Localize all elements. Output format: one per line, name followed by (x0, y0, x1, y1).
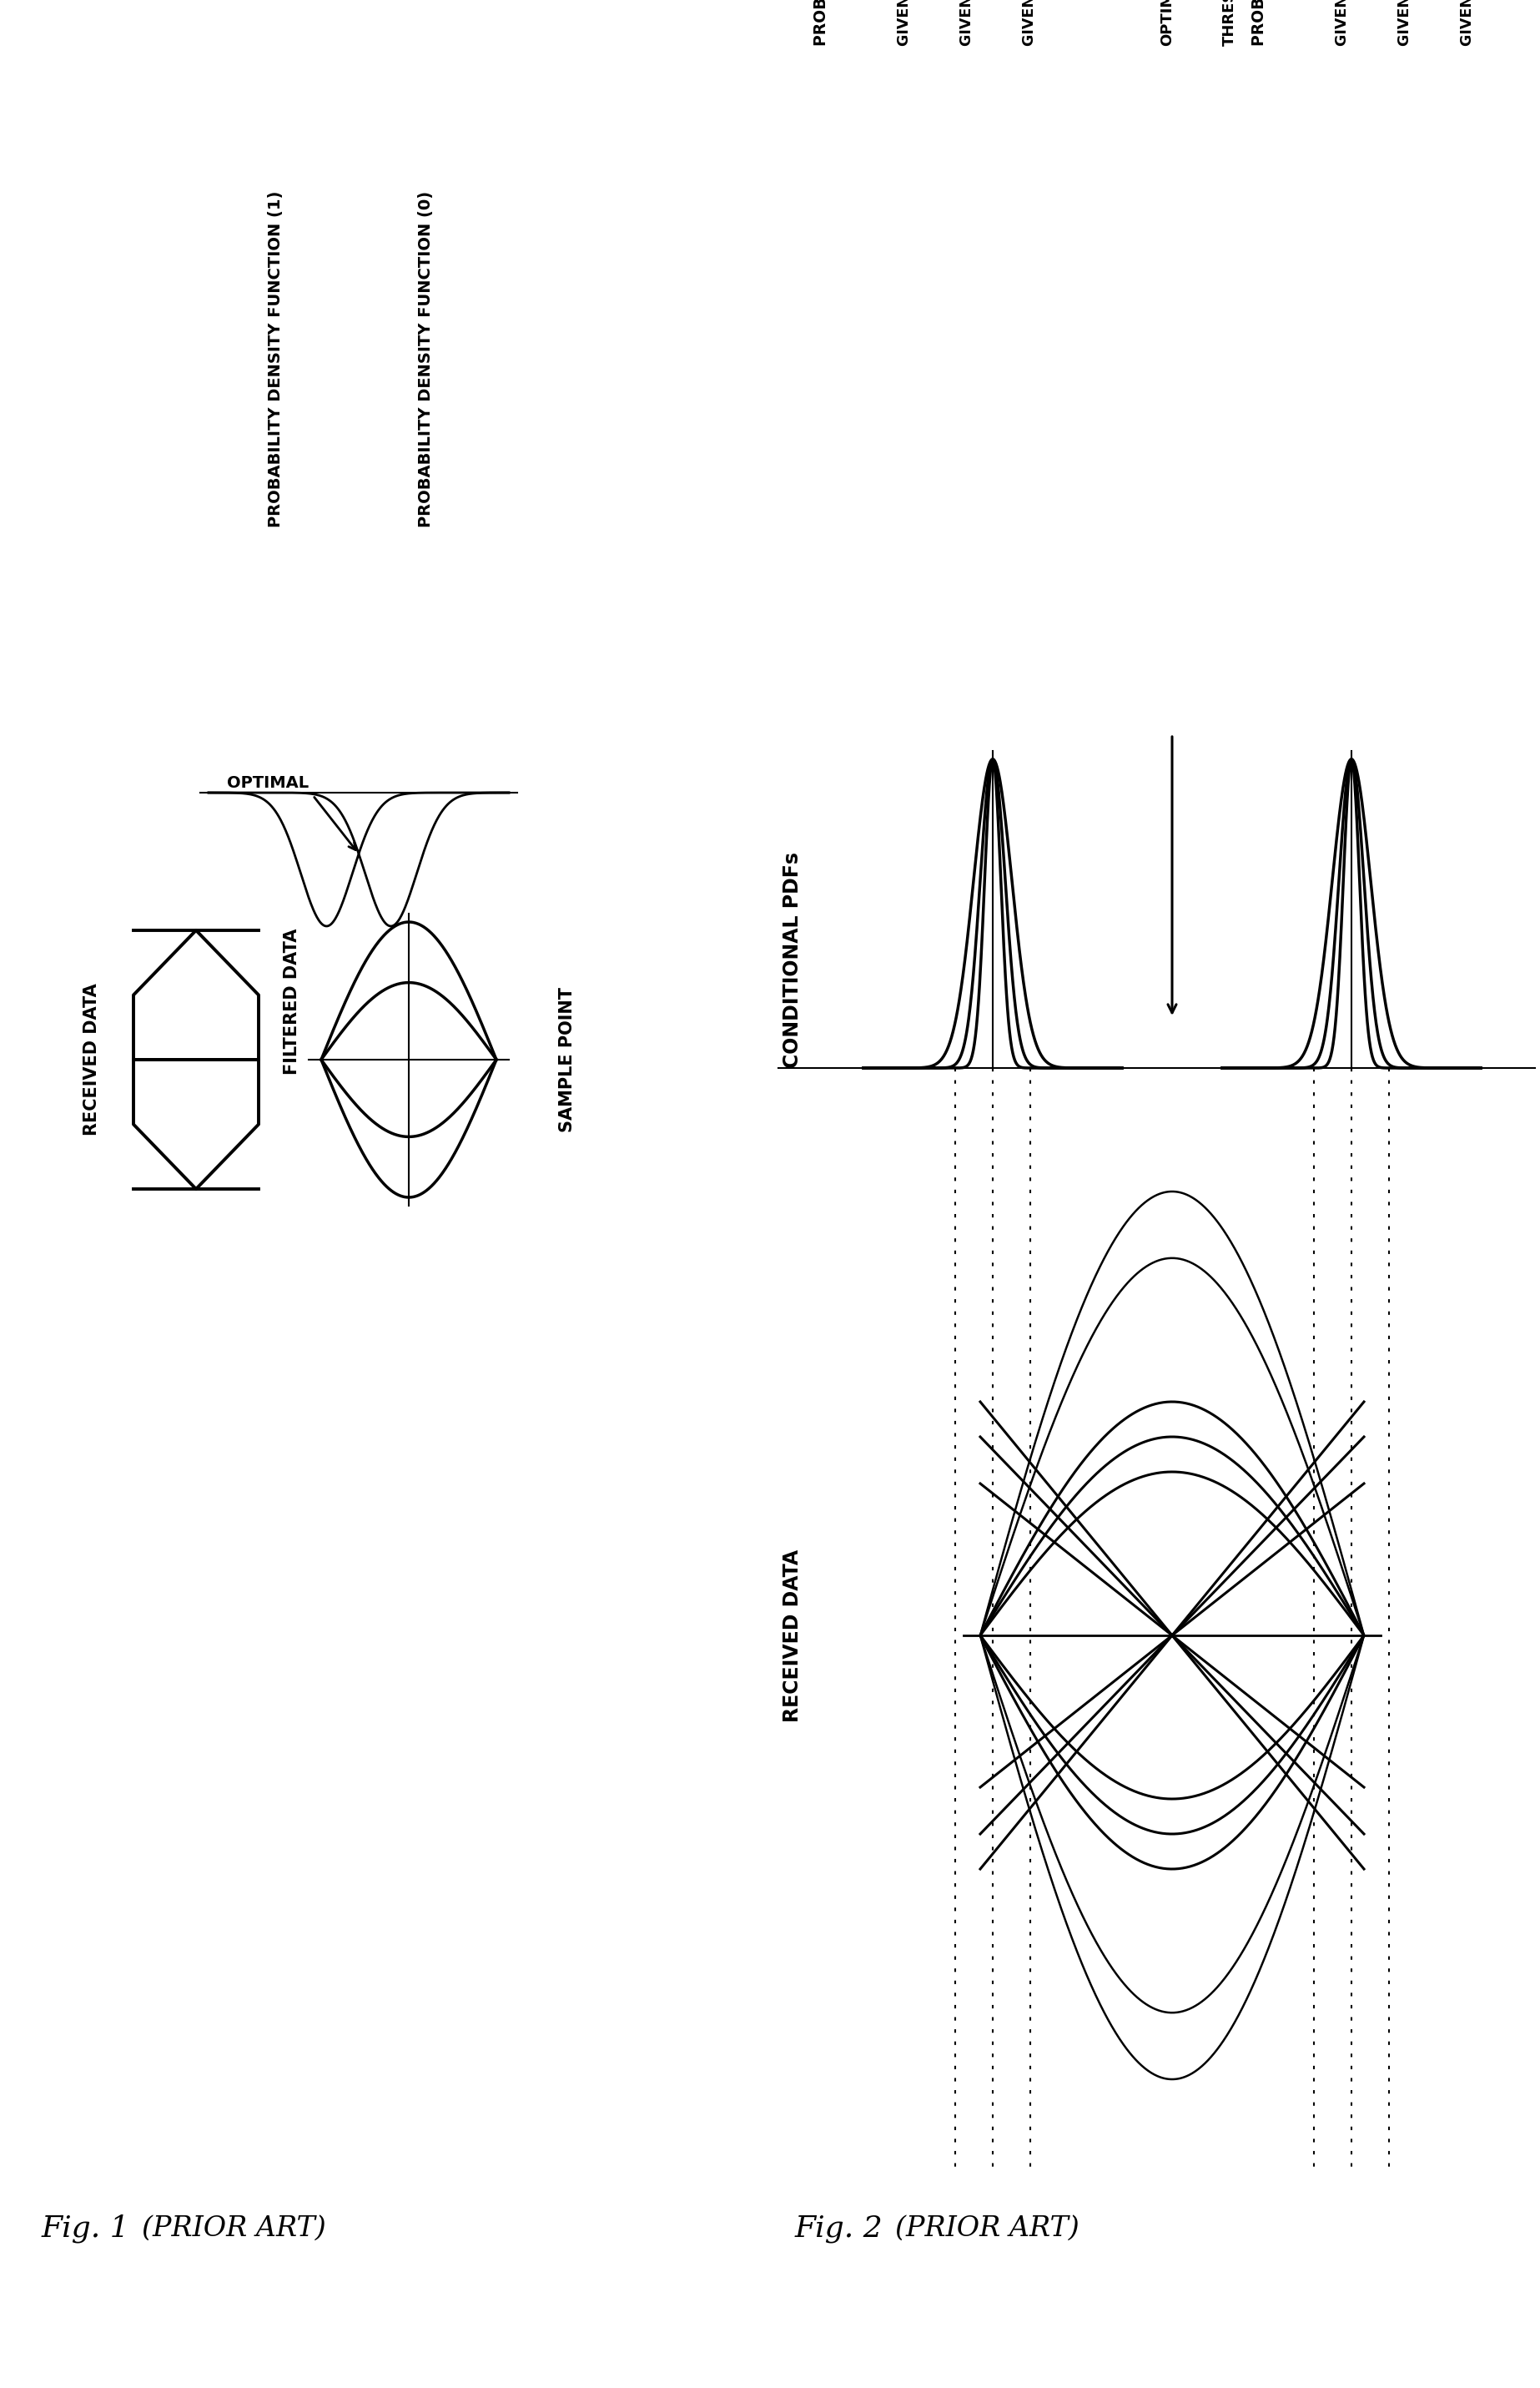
Text: OPTIMAL: OPTIMAL (226, 776, 308, 790)
Text: CONDITIONAL PDFs: CONDITIONAL PDFs (782, 853, 802, 1067)
Text: PROBABILITY DENSITY FUNCTIONS (0): PROBABILITY DENSITY FUNCTIONS (0) (1252, 0, 1267, 45)
Text: PROBABILITY DENSITY FUNCTION (1): PROBABILITY DENSITY FUNCTION (1) (268, 191, 283, 528)
Text: PROBABILITY DENSITY FUNCTION (0): PROBABILITY DENSITY FUNCTION (0) (417, 191, 434, 528)
Text: GIVEN TWO NEIGHBORS = 1: GIVEN TWO NEIGHBORS = 1 (1335, 0, 1349, 45)
Text: Fig. 1: Fig. 1 (42, 2214, 129, 2242)
Text: PROBABILITY DENSITY FUNCTIONS (1): PROBABILITY DENSITY FUNCTIONS (1) (813, 0, 829, 45)
Text: RECEIVED DATA: RECEIVED DATA (782, 1550, 802, 1722)
Text: Fig. 2: Fig. 2 (795, 2214, 884, 2242)
Text: OPTIMAL: OPTIMAL (1160, 0, 1175, 45)
Text: GIVEN NO NEIGHBORS = 1: GIVEN NO NEIGHBORS = 1 (1023, 0, 1036, 45)
Text: RECEIVED DATA: RECEIVED DATA (83, 984, 100, 1137)
Text: GIVEN ONE NEIGHBOR = 1: GIVEN ONE NEIGHBOR = 1 (1397, 0, 1412, 45)
Text: (PRIOR ART): (PRIOR ART) (895, 2216, 1080, 2242)
Text: (PRIOR ART): (PRIOR ART) (142, 2216, 326, 2242)
Text: GIVEN TWO NEIGHBORS = 1: GIVEN TWO NEIGHBORS = 1 (896, 0, 912, 45)
Text: GIVEN ONE NEIGHBOR = 1: GIVEN ONE NEIGHBOR = 1 (959, 0, 975, 45)
Text: THRESHOLD: THRESHOLD (1223, 0, 1237, 45)
Text: GIVEN NO NEIGHBORS = 1: GIVEN NO NEIGHBORS = 1 (1460, 0, 1475, 45)
Text: SAMPLE POINT: SAMPLE POINT (559, 986, 576, 1132)
Text: FILTERED DATA: FILTERED DATA (283, 929, 300, 1075)
